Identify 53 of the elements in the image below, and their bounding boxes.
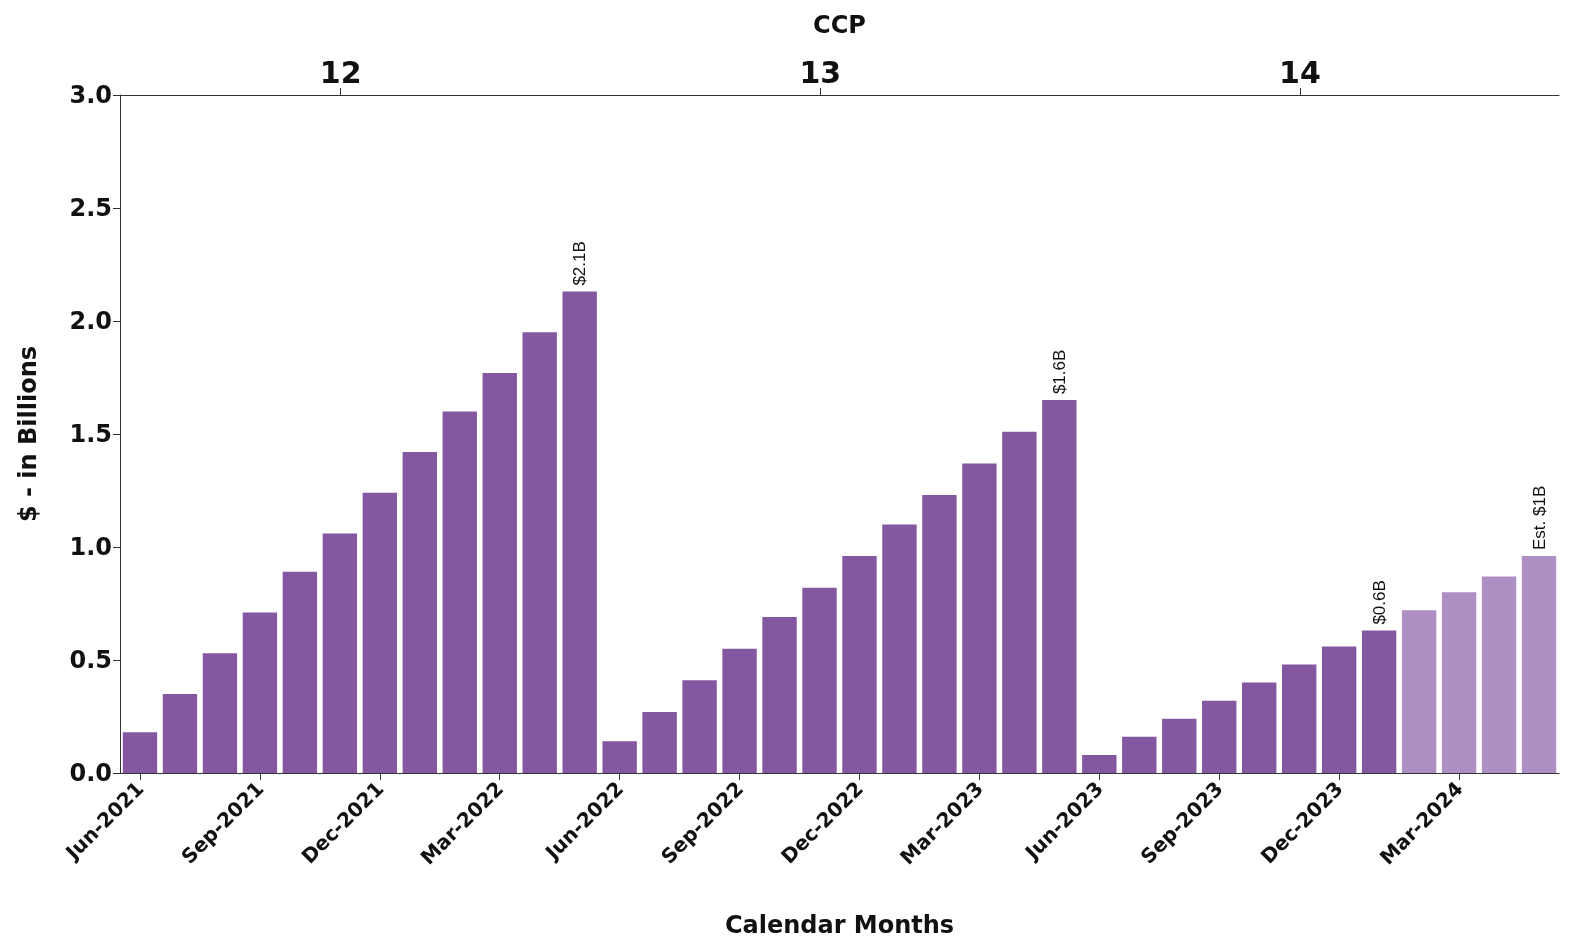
bar bbox=[842, 556, 877, 773]
bar bbox=[362, 492, 398, 773]
bar bbox=[482, 372, 517, 773]
y-axis-title: $ - in Billions bbox=[14, 345, 42, 523]
y-tick-label: 2.0 bbox=[69, 307, 112, 335]
bar bbox=[882, 524, 917, 773]
bar bbox=[1202, 700, 1237, 773]
bar bbox=[1361, 630, 1397, 773]
bar bbox=[962, 463, 997, 773]
bar bbox=[682, 680, 717, 773]
y-tick-label: 1.0 bbox=[69, 533, 112, 561]
bar bbox=[1162, 718, 1197, 773]
x2-tick-label: 12 bbox=[319, 54, 362, 90]
bar bbox=[1401, 610, 1437, 773]
bar bbox=[642, 711, 677, 773]
bar bbox=[322, 533, 358, 773]
bar bbox=[722, 648, 757, 773]
bar bbox=[1082, 754, 1117, 773]
bar bbox=[1281, 664, 1317, 773]
x2-axis-title: CCP bbox=[813, 11, 866, 39]
y-tick-label: 0.0 bbox=[69, 759, 112, 787]
x2-tick-label: 13 bbox=[799, 54, 842, 90]
bar bbox=[122, 732, 158, 773]
x-axis-title: Calendar Months bbox=[724, 911, 955, 939]
data-label: $2.1B bbox=[570, 241, 590, 286]
bar bbox=[1321, 646, 1357, 773]
y-tick-label: 0.5 bbox=[69, 646, 112, 674]
bar bbox=[202, 653, 238, 773]
bar bbox=[802, 587, 837, 773]
x2-tick-label: 14 bbox=[1279, 54, 1321, 90]
bar bbox=[602, 741, 637, 773]
bar bbox=[562, 291, 597, 773]
bar bbox=[242, 612, 278, 773]
bar bbox=[762, 617, 797, 773]
bar bbox=[1002, 431, 1037, 773]
bar bbox=[522, 332, 557, 773]
bar bbox=[1521, 556, 1557, 773]
bar bbox=[282, 571, 318, 773]
data-label: $1.6B bbox=[1049, 349, 1069, 395]
bar bbox=[1042, 400, 1077, 773]
bar bbox=[1481, 576, 1517, 773]
bar bbox=[1242, 682, 1277, 773]
bar bbox=[402, 452, 437, 773]
bar bbox=[162, 693, 198, 773]
bar bbox=[1122, 736, 1157, 773]
y-tick-label: 1.5 bbox=[69, 420, 112, 448]
bar bbox=[922, 495, 957, 773]
data-label: Est. $1B bbox=[1529, 485, 1549, 551]
y-tick-label: 2.5 bbox=[69, 194, 112, 222]
data-label: $0.6B bbox=[1369, 580, 1389, 625]
y-tick-label: 3.0 bbox=[69, 81, 112, 109]
bar bbox=[442, 411, 477, 773]
bar bbox=[1441, 592, 1477, 773]
